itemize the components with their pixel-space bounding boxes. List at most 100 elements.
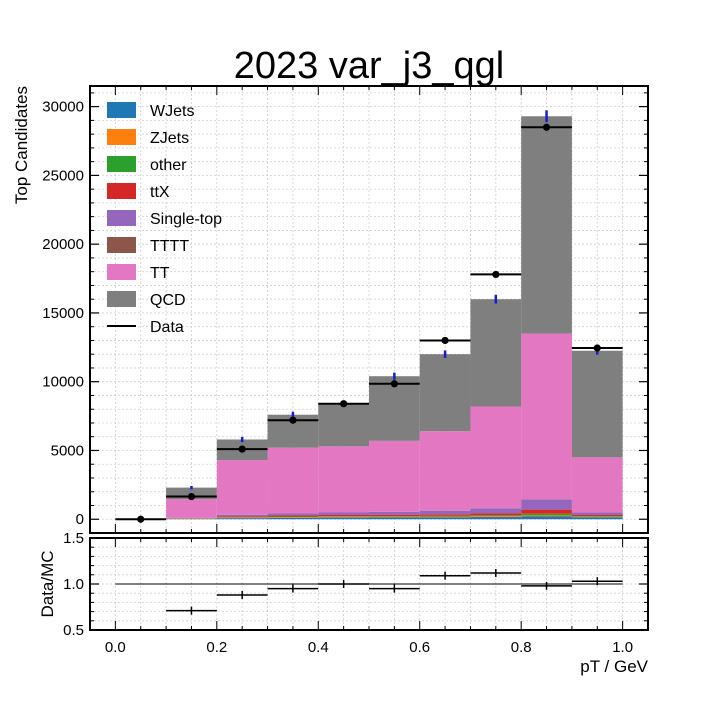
bar-segment bbox=[318, 516, 369, 517]
data-point bbox=[542, 123, 551, 131]
bar-segment bbox=[369, 517, 420, 520]
legend-label: QCD bbox=[150, 292, 186, 309]
bottom-axis: 0.5 1.0 1.5 0.0 0.2 0.4 0.6 0.8 1.0 bbox=[63, 530, 649, 656]
bar-segment bbox=[318, 516, 369, 518]
x-tick-label: 0.0 bbox=[105, 639, 126, 656]
bar-segment bbox=[470, 515, 522, 517]
legend-swatch bbox=[107, 210, 136, 226]
legend-label: ttX bbox=[150, 184, 170, 201]
bar-segment bbox=[521, 516, 572, 520]
bar-segment bbox=[216, 514, 268, 517]
bar-segment bbox=[521, 513, 572, 516]
bar-segment bbox=[419, 431, 471, 511]
bar-segment bbox=[470, 508, 522, 514]
x-tick-label: 0.2 bbox=[206, 639, 227, 656]
legend-label: other bbox=[150, 157, 187, 174]
data-point bbox=[238, 445, 246, 453]
top-axis: 0 5000 10000 15000 20000 25000 30000 bbox=[42, 86, 649, 534]
ratio-y-tick-label: 1.0 bbox=[63, 576, 84, 593]
legend-label: TT bbox=[150, 265, 170, 282]
bar-segment bbox=[318, 446, 369, 513]
data-point bbox=[441, 336, 449, 345]
data-point bbox=[492, 270, 500, 279]
legend-swatch bbox=[107, 156, 136, 172]
bar-segment bbox=[419, 515, 471, 517]
y-tick-label: 15000 bbox=[42, 305, 84, 322]
bar-segment bbox=[521, 515, 572, 517]
chart-title: 2023 var_j3_qgl bbox=[234, 45, 504, 87]
bar-segment bbox=[571, 457, 623, 513]
bar-segment bbox=[318, 517, 369, 520]
legend: WJetsZJetsotherttXSingle-topTTTTTTQCDDat… bbox=[107, 102, 222, 336]
bar-segment bbox=[369, 440, 420, 512]
x-tick-label: 0.8 bbox=[511, 639, 532, 656]
legend-label: TTTT bbox=[150, 238, 189, 255]
bar-segment bbox=[419, 510, 471, 515]
bar-segment bbox=[571, 516, 623, 518]
legend-swatch bbox=[107, 264, 136, 280]
y-tick-label: 30000 bbox=[42, 99, 84, 116]
y-tick-label: 25000 bbox=[42, 167, 84, 184]
bar-segment bbox=[571, 350, 623, 458]
bar-segment bbox=[267, 513, 319, 516]
bar-segment bbox=[521, 499, 572, 510]
bar-segment bbox=[419, 516, 471, 518]
bar-segment bbox=[470, 406, 522, 509]
bar-segment bbox=[470, 516, 522, 518]
bar-segment bbox=[216, 517, 268, 519]
y-tick-label: 5000 bbox=[51, 442, 84, 459]
bar-segment bbox=[521, 509, 572, 514]
y-tick-label: 10000 bbox=[42, 374, 84, 391]
x-axis-label: pT / GeV bbox=[580, 657, 648, 676]
legend-label: Data bbox=[150, 319, 184, 336]
bar-segment bbox=[571, 514, 623, 517]
y-axis-label: Top Candidates bbox=[12, 86, 31, 204]
x-tick-label: 0.6 bbox=[409, 639, 430, 656]
bar-segment bbox=[521, 333, 572, 500]
data-points bbox=[115, 123, 623, 523]
bar-segment bbox=[419, 514, 471, 516]
legend-swatch bbox=[107, 291, 136, 307]
bar-segment bbox=[216, 518, 268, 520]
y-tick-label: 0 bbox=[76, 511, 84, 528]
legend-label: ZJets bbox=[150, 130, 189, 147]
y-tick-label: 20000 bbox=[42, 236, 84, 253]
legend-swatch bbox=[107, 129, 136, 145]
data-point bbox=[593, 344, 601, 352]
bar-segment bbox=[318, 514, 369, 517]
bar-segment bbox=[267, 447, 319, 514]
legend-label: Single-top bbox=[150, 211, 222, 228]
bar-segment bbox=[267, 517, 319, 518]
data-point bbox=[340, 400, 348, 408]
bar-segment bbox=[470, 513, 522, 516]
bar-segment bbox=[419, 517, 471, 520]
bar-segment bbox=[267, 516, 319, 518]
bar-segment bbox=[369, 514, 420, 517]
ratio-y-tick-label: 0.5 bbox=[63, 622, 84, 639]
data-point bbox=[187, 492, 196, 501]
x-tick-label: 0.4 bbox=[308, 639, 329, 656]
bar-segment bbox=[267, 517, 319, 520]
legend-swatch bbox=[107, 102, 136, 118]
ratio-points bbox=[115, 568, 623, 615]
ratio-y-tick-label: 1.5 bbox=[63, 530, 84, 547]
bar-segment bbox=[470, 517, 522, 520]
bar-segment bbox=[216, 460, 268, 515]
x-tick-label: 1.0 bbox=[612, 639, 633, 656]
data-point bbox=[289, 416, 297, 424]
bar-segment bbox=[369, 511, 420, 515]
bar-segment bbox=[267, 515, 319, 517]
bar-segment bbox=[166, 499, 217, 518]
bar-segment bbox=[470, 299, 522, 407]
data-point bbox=[137, 515, 145, 523]
data-point bbox=[390, 380, 398, 388]
bar-segment bbox=[216, 516, 268, 518]
bar-segment bbox=[419, 354, 471, 432]
legend-swatch bbox=[107, 183, 136, 199]
bar-segment bbox=[318, 512, 369, 515]
bar-segment bbox=[521, 116, 572, 334]
ratio-axis-label: Data/MC bbox=[38, 550, 57, 617]
bar-segment bbox=[369, 516, 420, 518]
bar-segment bbox=[571, 517, 623, 520]
